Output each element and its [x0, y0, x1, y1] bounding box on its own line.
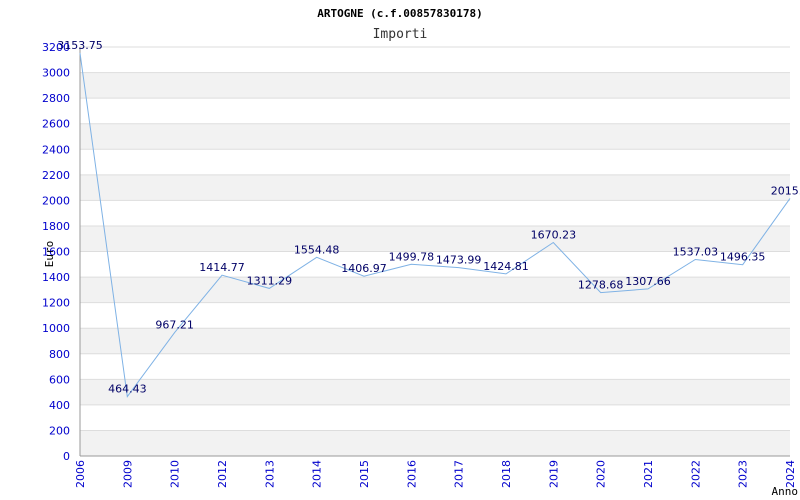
y-tick-label: 2200 — [42, 169, 70, 182]
y-axis-label: Euro — [43, 241, 56, 268]
grid-band — [80, 430, 790, 456]
y-tick-labels: 0 200 400 600 800 1000 1200 1400 1600 1800 2000 220… — [42, 41, 70, 463]
x-tick-label: 2020 — [595, 460, 608, 488]
y-tick-label: 1200 — [42, 297, 70, 310]
data-label: 1670.23 — [531, 229, 577, 242]
data-label: 1414.77 — [199, 261, 245, 274]
data-label: 1307.66 — [625, 275, 671, 288]
x-tick-label: 2018 — [500, 460, 513, 488]
y-tick-label: 200 — [49, 424, 70, 437]
x-tick-label: 2024 — [784, 460, 797, 488]
y-tick-label: 400 — [49, 399, 70, 412]
y-tick-label: 0 — [63, 450, 70, 463]
data-label: 464.43 — [108, 383, 147, 396]
data-label: 1537.03 — [673, 246, 719, 259]
data-label: 1311.29 — [247, 274, 293, 287]
data-label: 1406.97 — [341, 262, 387, 275]
y-tick-label: 2400 — [42, 143, 70, 156]
x-tick-label: 2010 — [169, 460, 182, 488]
data-label: 967.21 — [155, 318, 194, 331]
x-tick-label: 2016 — [405, 460, 418, 488]
y-tick-label: 2600 — [42, 118, 70, 131]
grid-band — [80, 328, 790, 354]
data-label: 1473.99 — [436, 254, 482, 267]
y-tick-label: 1400 — [42, 271, 70, 284]
x-tick-label: 2014 — [311, 460, 324, 488]
data-label: 2015.3 — [771, 184, 800, 197]
y-tick-label: 1600 — [42, 246, 70, 259]
y-tick-label: 800 — [49, 348, 70, 361]
x-tick-label: 2023 — [737, 460, 750, 488]
y-tick-label: 2800 — [42, 92, 70, 105]
x-tick-label: 2015 — [358, 460, 371, 488]
grid-band — [80, 72, 790, 99]
data-label: 1554.48 — [294, 243, 340, 256]
grid-band — [80, 277, 790, 303]
y-tick-label: 3200 — [42, 41, 70, 54]
data-label: 1278.68 — [578, 279, 624, 292]
x-axis-label: Anno — [772, 485, 799, 498]
grid-band — [80, 174, 790, 201]
y-tick-label: 1800 — [42, 220, 70, 233]
series-line — [79, 52, 791, 398]
x-tick-label: 2017 — [453, 460, 466, 488]
data-label: 1424.81 — [483, 260, 529, 273]
chart-title: ARTOGNE (c.f.00857830178) — [317, 7, 483, 20]
x-tick-label: 2013 — [263, 460, 276, 488]
x-tick-label: 2021 — [642, 460, 655, 488]
data-label: 1496.35 — [720, 251, 766, 264]
grid-bands — [80, 72, 790, 456]
grid-band — [80, 379, 790, 405]
y-tick-label: 600 — [49, 373, 70, 386]
chart-subtitle: Importi — [373, 27, 428, 42]
x-tick-label: 2009 — [121, 460, 134, 488]
x-tick-labels: 2006 2009 2010 2012 2013 2014 2015 2016 2017 2018… — [74, 460, 797, 488]
grid-band — [80, 123, 790, 150]
x-tick-label: 2022 — [689, 460, 702, 488]
y-tick-label: 3000 — [42, 67, 70, 80]
y-tick-label: 1000 — [42, 322, 70, 335]
x-tick-label: 2012 — [216, 460, 229, 488]
x-tick-label: 2006 — [74, 460, 87, 488]
grid-band — [80, 225, 790, 252]
data-label: 1499.78 — [389, 250, 435, 263]
x-tick-label: 2019 — [547, 460, 560, 488]
data-label: 3153.75 — [57, 39, 103, 52]
y-tick-label: 2000 — [42, 194, 70, 207]
